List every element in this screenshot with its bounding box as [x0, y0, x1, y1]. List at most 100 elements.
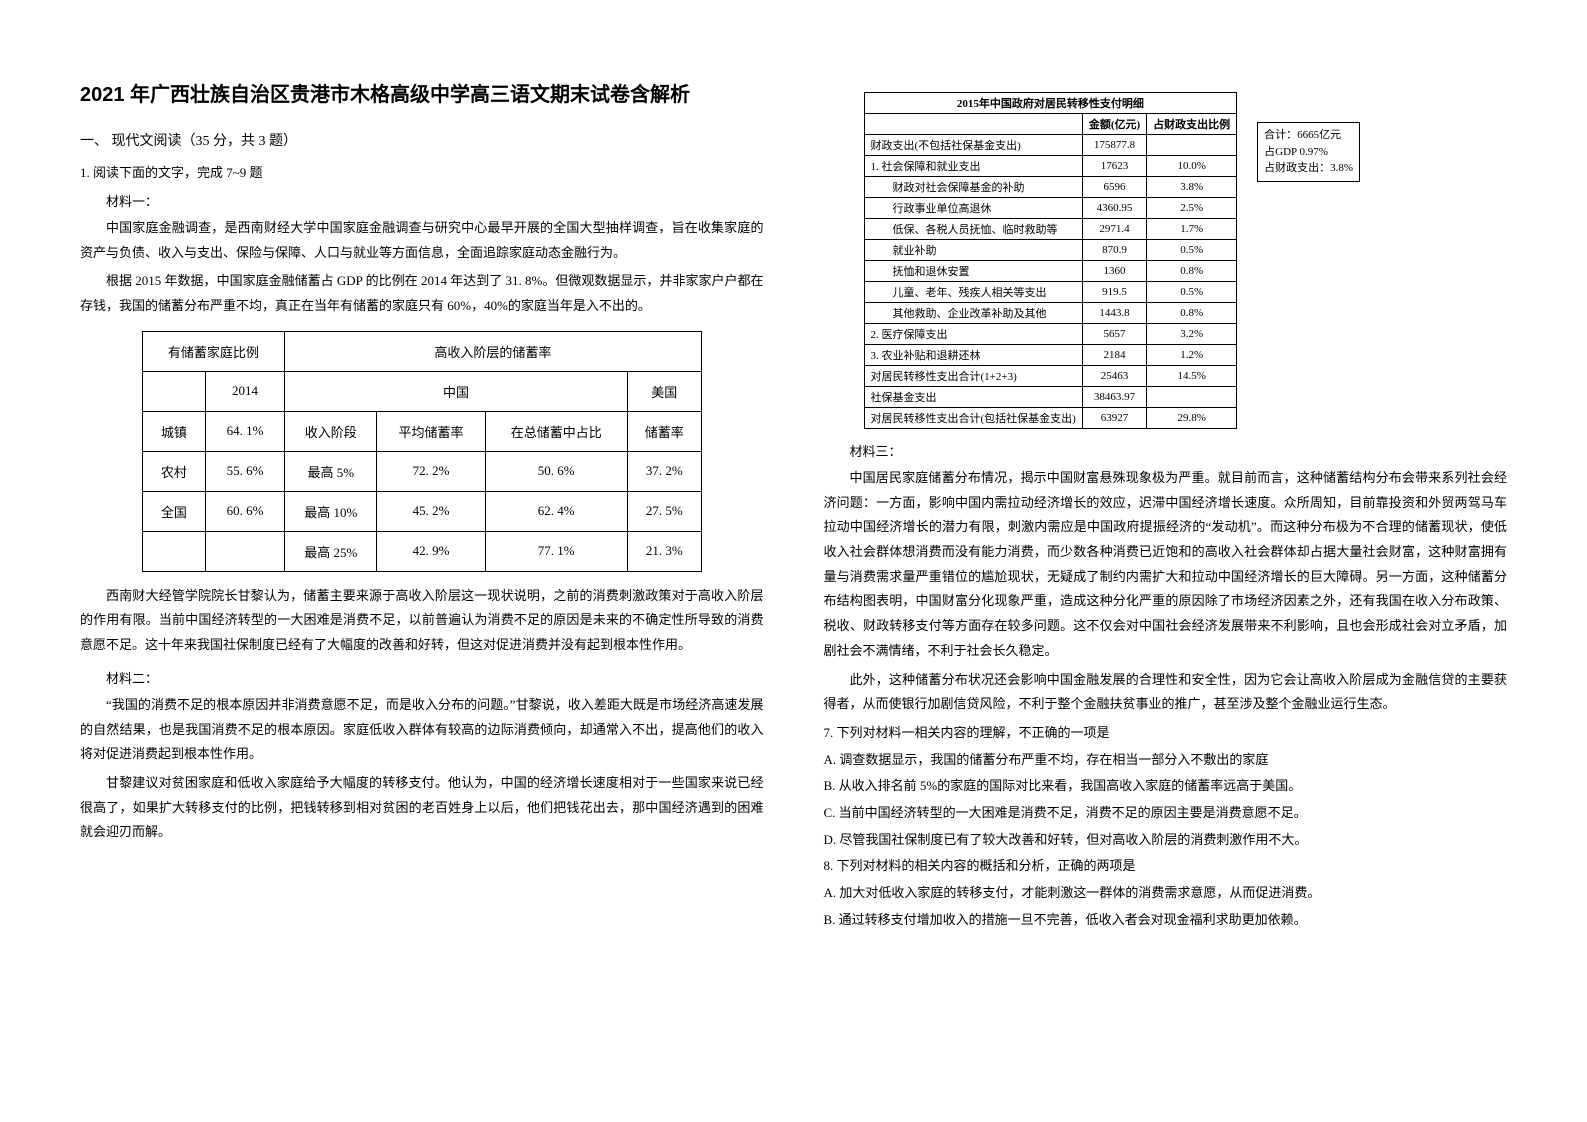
cell: 0.5%: [1147, 282, 1237, 303]
cell: 25463: [1082, 366, 1146, 387]
fig-title: 2015年中国政府对居民转移性支付明细: [864, 93, 1237, 114]
cell: 最高 5%: [285, 451, 377, 491]
cell: 17623: [1082, 156, 1146, 177]
right-column: 2015年中国政府对居民转移性支付明细 金额(亿元) 占财政支出比例 财政支出(…: [794, 80, 1538, 1082]
cell: 45. 2%: [377, 491, 485, 531]
material-3-label: 材料三：: [850, 441, 1508, 460]
material-1-para-3: 西南财大经管学院院长甘黎认为，储蓄主要来源于高收入阶层这一现状说明，之前的消费刺…: [80, 584, 764, 658]
question-7: 7. 下列对材料一相关内容的理解，不正确的一项是: [824, 721, 1508, 746]
cell: 5657: [1082, 324, 1146, 345]
cell: 全国: [142, 491, 205, 531]
cell: 4360.95: [1082, 198, 1146, 219]
cell: 72. 2%: [377, 451, 485, 491]
cell: 27. 5%: [627, 491, 701, 531]
side-line-3: 占财政支出：3.8%: [1264, 160, 1353, 177]
question-1: 1. 阅读下面的文字，完成 7~9 题: [80, 162, 764, 181]
question-8: 8. 下列对材料的相关内容的概括和分析，正确的两项是: [824, 854, 1508, 879]
cell: 储蓄率: [627, 411, 701, 451]
cell: 1. 社会保障和就业支出: [864, 156, 1082, 177]
cell: 儿童、老年、残疾人相关等支出: [864, 282, 1082, 303]
material-3-para-1: 中国居民家庭储蓄分布情况，揭示中国财富悬殊现象极为严重。就目前而言，这种储蓄结构…: [824, 466, 1508, 664]
material-1-label: 材料一：: [106, 191, 764, 210]
cell: 行政事业单位高退休: [864, 198, 1082, 219]
cell: 1443.8: [1082, 303, 1146, 324]
cell: 6596: [1082, 177, 1146, 198]
cell: 3. 农业补贴和退耕还林: [864, 345, 1082, 366]
cell: 3.2%: [1147, 324, 1237, 345]
q7-opt-d: D. 尽管我国社保制度已有了较大改善和好转，但对高收入阶层的消费刺激作用不大。: [824, 828, 1508, 853]
exam-title: 2021 年广西壮族自治区贵港市木格高级中学高三语文期末试卷含解析: [80, 80, 764, 110]
cell: 77. 1%: [485, 531, 627, 571]
cell: 38463.97: [1082, 387, 1146, 408]
cell: 社保基金支出: [864, 387, 1082, 408]
q7-opt-b: B. 从收入排名前 5%的家庭的国际对比来看，我国高收入家庭的储蓄率远高于美国。: [824, 774, 1508, 799]
cell: 1.7%: [1147, 219, 1237, 240]
cell: 2971.4: [1082, 219, 1146, 240]
cell: 0.8%: [1147, 261, 1237, 282]
cell: 29.8%: [1147, 408, 1237, 429]
cell: [1147, 135, 1237, 156]
cell: 42. 9%: [377, 531, 485, 571]
cell: 对居民转移性支出合计(包括社保基金支出): [864, 408, 1082, 429]
material-3-para-2: 此外，这种储蓄分布状况还会影响中国金融发展的合理性和安全性，因为它会让高收入阶层…: [824, 668, 1508, 717]
cell: 最高 25%: [285, 531, 377, 571]
cell: 金额(亿元): [1082, 114, 1146, 135]
cell: 870.9: [1082, 240, 1146, 261]
cell: 1360: [1082, 261, 1146, 282]
cell: 919.5: [1082, 282, 1146, 303]
cell: 2.5%: [1147, 198, 1237, 219]
cell: 平均储蓄率: [377, 411, 485, 451]
cell: 低保、各税人员抚恤、临时救助等: [864, 219, 1082, 240]
cell: 63927: [1082, 408, 1146, 429]
material-2-label: 材料二：: [106, 668, 764, 687]
cell: 64. 1%: [205, 411, 284, 451]
cell: 其他救助、企业改革补助及其他: [864, 303, 1082, 324]
side-line-1: 合计：6665亿元: [1264, 127, 1353, 144]
material-2-para-2-part1: 甘黎建议对贫困家庭和低收入家庭给予大幅度的转移支付。他认为，中国的经济增长速度相…: [80, 771, 764, 845]
table-hdr-right: 高收入阶层的储蓄率: [285, 331, 702, 371]
table-hdr-left: 有储蓄家庭比例: [142, 331, 284, 371]
cell: 财政对社会保障基金的补助: [864, 177, 1082, 198]
cell: 农村: [142, 451, 205, 491]
cell: 0.8%: [1147, 303, 1237, 324]
cell: 2. 医疗保障支出: [864, 324, 1082, 345]
cell: 175877.8: [1082, 135, 1146, 156]
cell: [142, 531, 205, 571]
side-note: 合计：6665亿元 占GDP 0.97% 占财政支出：3.8%: [1257, 122, 1360, 182]
cell: 城镇: [142, 411, 205, 451]
transfer-figure: 2015年中国政府对居民转移性支付明细 金额(亿元) 占财政支出比例 财政支出(…: [864, 92, 1508, 429]
cell: 37. 2%: [627, 451, 701, 491]
cell: 2014: [205, 371, 284, 411]
q8-opt-b: B. 通过转移支付增加收入的措施一旦不完善，低收入者会对现金福利求助更加依赖。: [824, 908, 1508, 933]
cell: [864, 114, 1082, 135]
cell: 中国: [285, 371, 628, 411]
cell: 50. 6%: [485, 451, 627, 491]
cell: 对居民转移性支出合计(1+2+3): [864, 366, 1082, 387]
cell: [142, 371, 205, 411]
cell: 3.8%: [1147, 177, 1237, 198]
cell: 14.5%: [1147, 366, 1237, 387]
section-header: 一、 现代文阅读（35 分，共 3 题）: [80, 130, 764, 150]
cell: [1147, 387, 1237, 408]
material-2-para-1: “我国的消费不足的根本原因并非消费意愿不足，而是收入分布的问题。”甘黎说，收入差…: [80, 693, 764, 767]
cell: 62. 4%: [485, 491, 627, 531]
cell: 0.5%: [1147, 240, 1237, 261]
q8-opt-a: A. 加大对低收入家庭的转移支付，才能刺激这一群体的消费需求意愿，从而促进消费。: [824, 881, 1508, 906]
cell: 10.0%: [1147, 156, 1237, 177]
cell: 抚恤和退休安置: [864, 261, 1082, 282]
cell: 在总储蓄中占比: [485, 411, 627, 451]
transfer-table: 2015年中国政府对居民转移性支付明细 金额(亿元) 占财政支出比例 财政支出(…: [864, 92, 1238, 429]
cell: [205, 531, 284, 571]
cell: 60. 6%: [205, 491, 284, 531]
savings-table: 有储蓄家庭比例 高收入阶层的储蓄率 2014 中国 美国 城镇 64. 1% 收…: [142, 331, 702, 572]
cell: 美国: [627, 371, 701, 411]
cell: 21. 3%: [627, 531, 701, 571]
cell: 55. 6%: [205, 451, 284, 491]
side-line-2: 占GDP 0.97%: [1264, 144, 1353, 161]
q7-opt-a: A. 调查数据显示，我国的储蓄分布严重不均，存在相当一部分入不敷出的家庭: [824, 748, 1508, 773]
cell: 财政支出(不包括社保基金支出): [864, 135, 1082, 156]
cell: 1.2%: [1147, 345, 1237, 366]
cell: 就业补助: [864, 240, 1082, 261]
cell: 收入阶段: [285, 411, 377, 451]
cell: 2184: [1082, 345, 1146, 366]
